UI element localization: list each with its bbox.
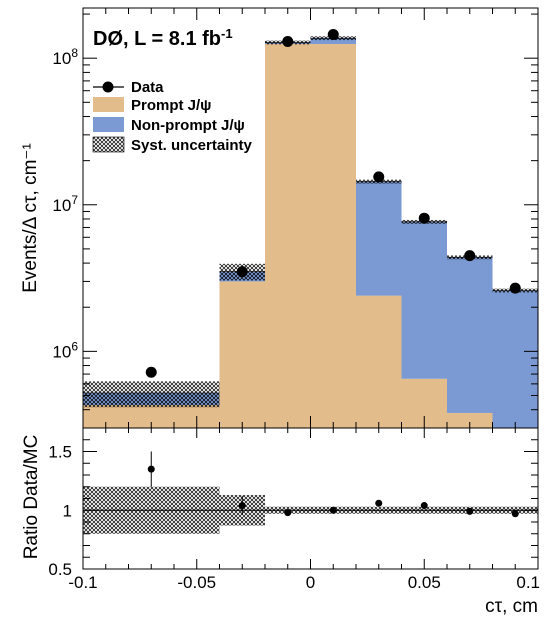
main-bars	[83, 38, 538, 428]
ratio-y-tick-label: 0.5	[48, 560, 72, 579]
ratio-x-tick-label: -0.05	[177, 573, 216, 592]
luminosity-annotation: DØ, L = 8.1 fb-1	[93, 26, 233, 51]
ratio-y-tick-labels: 0.5 1 1.5	[48, 443, 72, 580]
prompt-bar	[83, 405, 129, 428]
ratio-x-tick-label: 0	[306, 573, 315, 592]
ratio-point	[329, 506, 337, 514]
prompt-bar	[310, 43, 356, 428]
legend-label-data: Data	[131, 79, 164, 96]
ratio-y-tick-label: 1.5	[48, 443, 72, 462]
prompt-bar	[128, 405, 174, 428]
ratio-y-axis-title: Ratio Data/MC	[21, 435, 42, 560]
data-point	[236, 266, 248, 278]
legend-entry-data: Data	[93, 79, 164, 96]
data-point	[327, 29, 339, 41]
data-point	[145, 366, 157, 378]
main-y-tick-label: 107	[52, 193, 78, 215]
ratio-x-tick-label: -0.1	[68, 573, 97, 592]
data-point	[282, 35, 294, 47]
legend: Data Prompt J/ψ Non-prompt J/ψ Syst. unc…	[92, 79, 253, 154]
data-point	[509, 282, 521, 294]
legend-entry-prompt: Prompt J/ψ	[93, 97, 211, 114]
legend-entry-syst: Syst. uncertainty	[92, 136, 253, 154]
ratio-panel: 0.511.5 -0.1 -0.05 0 0.05 0.1 Ratio Data/MC …	[21, 427, 540, 617]
data-point	[373, 171, 385, 183]
main-y-tick-label: 108	[52, 46, 78, 68]
syst-band	[83, 381, 129, 408]
ratio-point	[511, 510, 519, 518]
data-point	[464, 250, 476, 262]
x-axis-title: cτ, cm	[485, 596, 538, 617]
legend-entry-nonprompt: Non-prompt J/ψ	[93, 117, 245, 134]
ratio-point	[420, 502, 428, 510]
nonprompt-bar	[310, 38, 356, 44]
ratio-x-tick-label: 0.1	[516, 573, 540, 592]
prompt-bar	[219, 281, 265, 428]
prompt-bar	[447, 412, 493, 428]
main-y-axis-title: Events/Δ cτ, cm⁻¹	[20, 143, 41, 293]
ratio-data-points	[147, 451, 519, 518]
syst-band	[128, 381, 174, 408]
ratio-y-tick-label: 1	[63, 501, 72, 520]
syst-band	[174, 381, 220, 408]
legend-label-prompt: Prompt J/ψ	[131, 97, 211, 114]
nonprompt-bar	[447, 257, 493, 413]
ratio-plot-frame	[82, 427, 539, 570]
nonprompt-bar	[492, 290, 538, 428]
data-point	[418, 212, 430, 224]
prompt-bar	[265, 43, 311, 428]
ratio-x-tick-labels: -0.1 -0.05 0 0.05 0.1	[68, 573, 540, 592]
nonprompt-bar	[401, 221, 447, 379]
main-data-points	[145, 29, 521, 378]
ratio-point	[466, 507, 474, 515]
ratio-point	[284, 509, 292, 517]
nonprompt-bar	[356, 181, 402, 296]
main-y-tick-labels: 106 107 108	[52, 46, 78, 361]
ratio-point	[238, 502, 246, 510]
legend-label-syst: Syst. uncertainty	[131, 137, 253, 154]
ratio-point	[375, 499, 383, 507]
prompt-bar	[356, 295, 402, 428]
ratio-x-tick-label: 0.05	[408, 573, 441, 592]
main-panel: 106 107 108 DØ, L = 8.1 fb-1 Data Prompt J…	[20, 7, 539, 429]
main-y-tick-label: 106	[52, 339, 78, 361]
ratio-point	[147, 465, 155, 473]
legend-label-nonprompt: Non-prompt J/ψ	[131, 117, 245, 134]
